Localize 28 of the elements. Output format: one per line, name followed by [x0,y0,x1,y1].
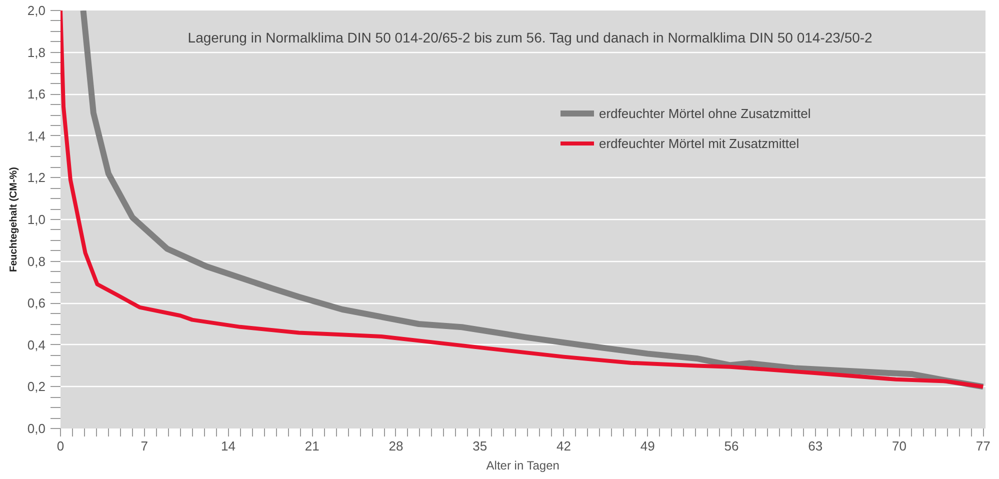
x-tick-label: 63 [808,438,823,454]
x-tick-label: 21 [304,438,320,454]
y-tick-label: 2,0 [27,3,46,18]
x-tick-label: 77 [976,438,990,454]
y-tick-label: 1,6 [27,86,46,102]
y-tick-label: 0,2 [27,379,46,394]
y-tick-label: 1,4 [27,128,46,144]
y-tick-label: 0,6 [27,296,46,311]
legend-label: erdfeuchter Mörtel mit Zusatzmittel [599,136,800,150]
y-tick-label: 0,0 [27,421,46,436]
x-tick-label: 42 [556,438,571,454]
y-tick-label: 1,2 [27,170,46,186]
annotation: Lagerung in Normalklima DIN 50 014-20/65-2 bis zum 56. Tag und danach in Normalklima DIN 50 014-23/50-2 [188,30,873,46]
x-tick-label: 49 [640,438,655,454]
x-axis-title: Alter in Tagen [486,458,560,472]
y-tick-label: 1,0 [27,212,46,227]
x-tick-label: 70 [892,438,906,454]
x-tick-label: 7 [140,438,148,454]
x-tick-label: 28 [388,438,404,454]
y-tick-label: 1,8 [27,44,46,60]
legend-label: erdfeuchter Mörtel ohne Zusatzmittel [599,106,811,120]
y-tick-label: 0,8 [27,254,46,269]
y-tick-label: 0,4 [27,337,46,352]
x-tick-label: 0 [56,438,64,454]
y-axis-title: Feuchtegehalt (CM-%) [8,167,20,272]
x-tick-label: 14 [221,438,236,454]
x-tick-label: 35 [472,438,488,454]
x-tick-label: 56 [724,438,739,454]
